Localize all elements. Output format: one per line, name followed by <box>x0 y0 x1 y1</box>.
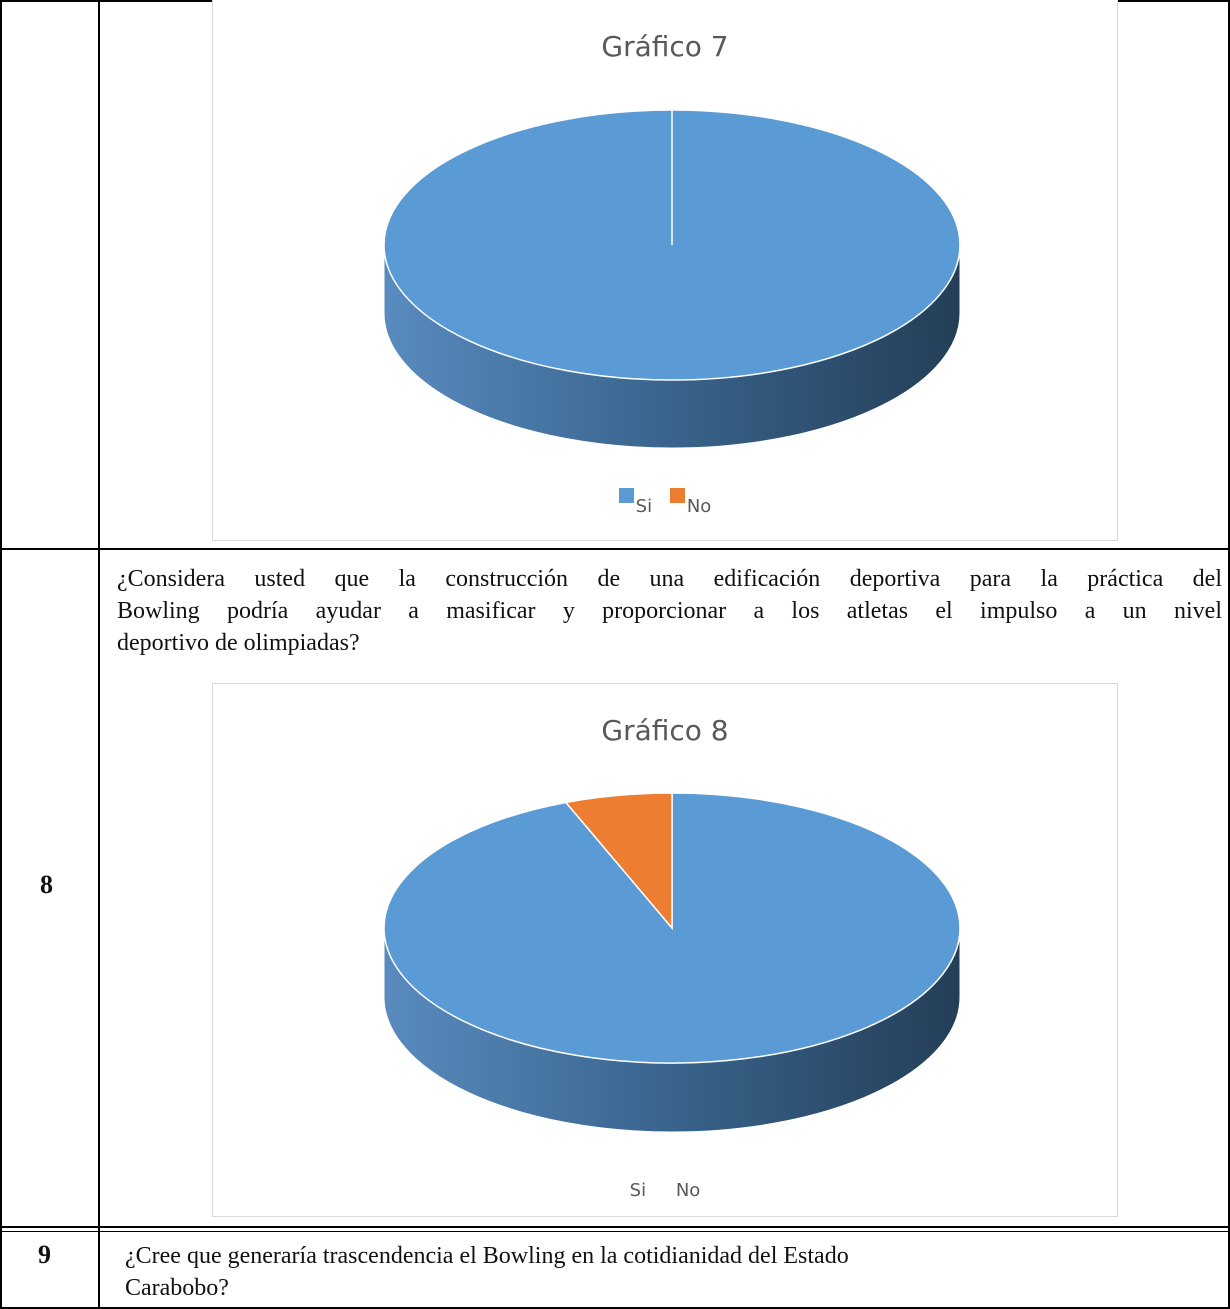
table-bottom-border <box>0 1307 1230 1309</box>
question-line: ¿Considera usted que la construcción de … <box>117 566 1222 592</box>
question-line: Bowling podría ayudar a masificar y prop… <box>117 598 1222 624</box>
question-text: ¿Considera usted que la construcción de … <box>117 563 1222 659</box>
row-number: 9 <box>38 1240 51 1269</box>
table-left-border <box>0 0 2 1309</box>
table-top-border-left <box>0 0 212 2</box>
row-number: 8 <box>40 870 53 899</box>
legend-swatch-si <box>618 488 634 503</box>
legend-item-si: Si <box>618 488 652 517</box>
chart-legend: Si No <box>213 488 1117 517</box>
chart-8-pie <box>383 792 961 1133</box>
pie-slice-no <box>564 792 673 931</box>
table-top-border-right <box>1118 0 1230 2</box>
table-row-divider-thin <box>0 1231 1230 1232</box>
legend-item-si: Si <box>629 1180 647 1201</box>
table-right-border <box>1228 0 1230 1309</box>
question-line: deportivo de olimpiadas? <box>117 630 360 656</box>
question-line: ¿Cree que generaría trascendencia el Bow… <box>125 1243 849 1269</box>
legend-item-no: No <box>669 488 711 517</box>
legend-swatch-no <box>669 488 685 503</box>
chart-legend: Si No <box>213 1180 1117 1201</box>
legend-item-no: No <box>675 1180 701 1201</box>
question-line: Carabobo? <box>125 1275 229 1301</box>
chart-7-container: Gráfico 7 Si No <box>212 0 1118 541</box>
chart-7-pie <box>383 109 961 449</box>
question-text: ¿Cree que generaría trascendencia el Bow… <box>125 1240 1125 1304</box>
table-row-divider <box>0 548 1230 550</box>
chart-title: Gráfico 7 <box>601 30 729 63</box>
table-row-divider <box>0 1226 1230 1228</box>
chart-title: Gráfico 8 <box>601 714 729 747</box>
table-column-divider <box>98 0 100 1309</box>
chart-8-container: Gráfico 8 Si No <box>212 683 1118 1217</box>
